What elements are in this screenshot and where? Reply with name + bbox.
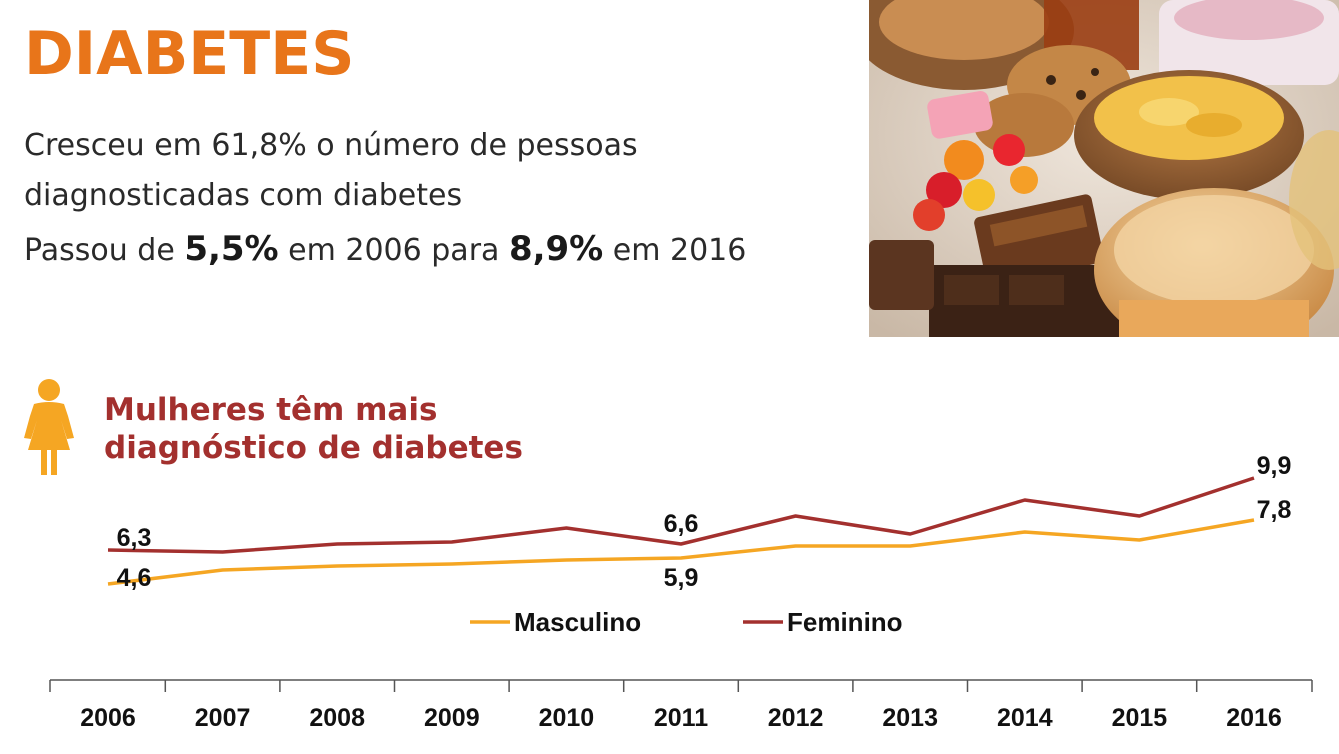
x-tick-label: 2016 — [1226, 704, 1282, 732]
x-tick-label: 2014 — [997, 704, 1053, 732]
data-labels: 6,3 4,6 6,6 5,9 9,9 7,8 — [117, 452, 1292, 592]
summary-line-2: diagnosticadas com diabetes — [24, 178, 463, 213]
x-tick-label: 2010 — [539, 704, 595, 732]
series-lines — [107, 476, 1255, 586]
data-label-feminino-2006: 6,3 — [117, 524, 152, 552]
x-tick-label: 2015 — [1112, 704, 1168, 732]
summary-text-pre: Passou de — [24, 233, 185, 268]
food-photo — [869, 0, 1339, 337]
data-label-feminino-2011: 6,6 — [664, 510, 699, 538]
value-2006: 5,5% — [184, 229, 279, 269]
x-tick-label: 2012 — [768, 704, 824, 732]
summary-text-mid: em 2006 para — [278, 233, 509, 268]
chart-subtitle: Mulheres têm mais diagnóstico de diabete… — [104, 392, 523, 468]
series-line-masculino — [107, 518, 1255, 586]
page-title: DIABETES — [24, 19, 355, 89]
data-label-feminino-2016: 9,9 — [1257, 452, 1292, 480]
data-label-masculino-2016: 7,8 — [1257, 496, 1292, 524]
legend-label-masculino: Masculino — [514, 607, 641, 637]
x-tick-label: 2008 — [309, 704, 365, 732]
x-tick-label: 2009 — [424, 704, 480, 732]
legend: Masculino Feminino — [470, 607, 903, 637]
summary-line-1: Cresceu em 61,8% o número de pessoas — [24, 128, 638, 163]
subtitle-line-2: diagnóstico de diabetes — [104, 429, 523, 466]
x-axis: 2006 2007 2008 2009 2010 2011 2012 2013 2014 2015… — [49, 679, 1313, 732]
summary-line-3: Passou de 5,5% em 2006 para 8,9% em 2016 — [24, 229, 746, 270]
x-tick-label: 2006 — [80, 704, 136, 732]
value-2016: 8,9% — [508, 229, 604, 269]
legend-label-feminino: Feminino — [787, 607, 903, 637]
x-tick-label: 2007 — [195, 704, 251, 732]
woman-icon — [24, 379, 74, 475]
data-label-masculino-2011: 5,9 — [664, 564, 699, 592]
x-tick-label: 2011 — [654, 704, 708, 732]
series-line-feminino — [107, 476, 1255, 554]
data-label-masculino-2006: 4,6 — [117, 564, 152, 592]
summary-text-post: em 2016 — [603, 233, 747, 268]
x-tick-label: 2013 — [882, 704, 938, 732]
subtitle-line-1: Mulheres têm mais — [104, 392, 438, 428]
